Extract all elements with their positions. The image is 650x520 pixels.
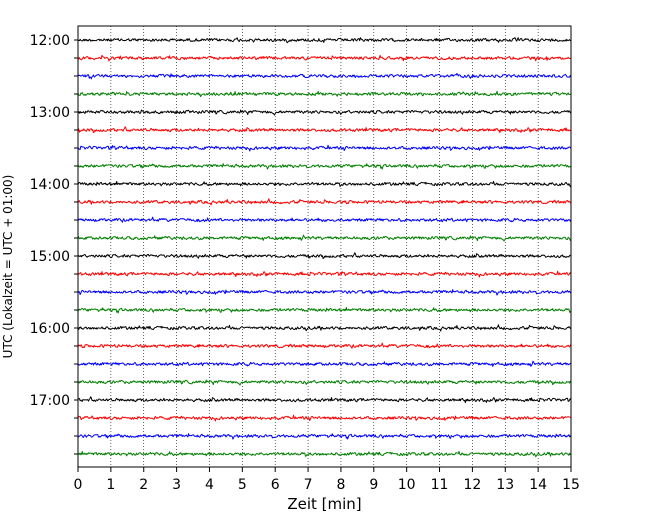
trace-1530 bbox=[77, 289, 572, 296]
trace-1615 bbox=[77, 342, 572, 349]
trace-1330 bbox=[77, 144, 572, 152]
x-tick-label-3: 3 bbox=[172, 477, 181, 493]
trace-1215 bbox=[77, 54, 572, 62]
trace-1315 bbox=[77, 126, 572, 134]
trace-1200 bbox=[77, 37, 572, 44]
x-tick-label-15: 15 bbox=[562, 477, 580, 493]
x-tick-label-4: 4 bbox=[205, 477, 214, 493]
trace-1500 bbox=[77, 252, 572, 260]
x-tick-label-12: 12 bbox=[463, 477, 481, 493]
trace-1345 bbox=[77, 163, 572, 170]
trace-1715 bbox=[77, 414, 572, 422]
x-tick-label-7: 7 bbox=[304, 477, 313, 493]
x-tick-label-11: 11 bbox=[431, 477, 449, 493]
x-tick-label-9: 9 bbox=[369, 477, 378, 493]
x-tick-label-13: 13 bbox=[496, 477, 514, 493]
trace-1645 bbox=[77, 379, 572, 386]
x-tick-label-14: 14 bbox=[529, 477, 547, 493]
trace-1230 bbox=[77, 72, 572, 80]
trace-1415 bbox=[77, 198, 572, 206]
y-axis-label: UTC (Lokalzeit = UTC + 01:00) bbox=[1, 175, 15, 359]
trace-1745 bbox=[77, 450, 572, 458]
trace-1300 bbox=[77, 109, 572, 116]
x-tick-label-1: 1 bbox=[106, 477, 115, 493]
trace-1600 bbox=[77, 324, 572, 332]
trace-1730 bbox=[77, 433, 572, 440]
x-axis-label: Zeit [min] bbox=[287, 495, 361, 513]
plot-frame bbox=[77, 25, 572, 468]
trace-1515 bbox=[77, 270, 572, 278]
x-tick-label-2: 2 bbox=[139, 477, 148, 493]
trace-1445 bbox=[77, 234, 572, 242]
x-tick-label-6: 6 bbox=[271, 477, 280, 493]
x-tick-label-10: 10 bbox=[398, 477, 416, 493]
y-axis: 12:00 13:00 14:00 15:00 16:00 17:00 bbox=[30, 33, 78, 455]
y-tick-label: 17:00 bbox=[30, 393, 70, 409]
y-tick-label: 16:00 bbox=[30, 321, 70, 337]
trace-1630 bbox=[77, 360, 572, 367]
trace-1400 bbox=[77, 180, 572, 188]
y-tick-label: 12:00 bbox=[30, 33, 70, 49]
trace-1700 bbox=[77, 396, 572, 404]
x-axis: 0 1 2 3 4 5 6 7 8 9 10 11 12 13 14 15 bbox=[74, 467, 580, 493]
x-tick-label-5: 5 bbox=[238, 477, 247, 493]
trace-1545 bbox=[77, 307, 572, 314]
trace-1430 bbox=[77, 216, 572, 223]
y-tick-label: 14:00 bbox=[30, 177, 70, 193]
y-tick-label: 13:00 bbox=[30, 105, 70, 121]
y-tick-label: 15:00 bbox=[30, 249, 70, 265]
trace-1245 bbox=[77, 90, 572, 98]
seismic-traces bbox=[77, 37, 572, 458]
x-tick-label-8: 8 bbox=[336, 477, 345, 493]
x-tick-label-0: 0 bbox=[74, 477, 83, 493]
